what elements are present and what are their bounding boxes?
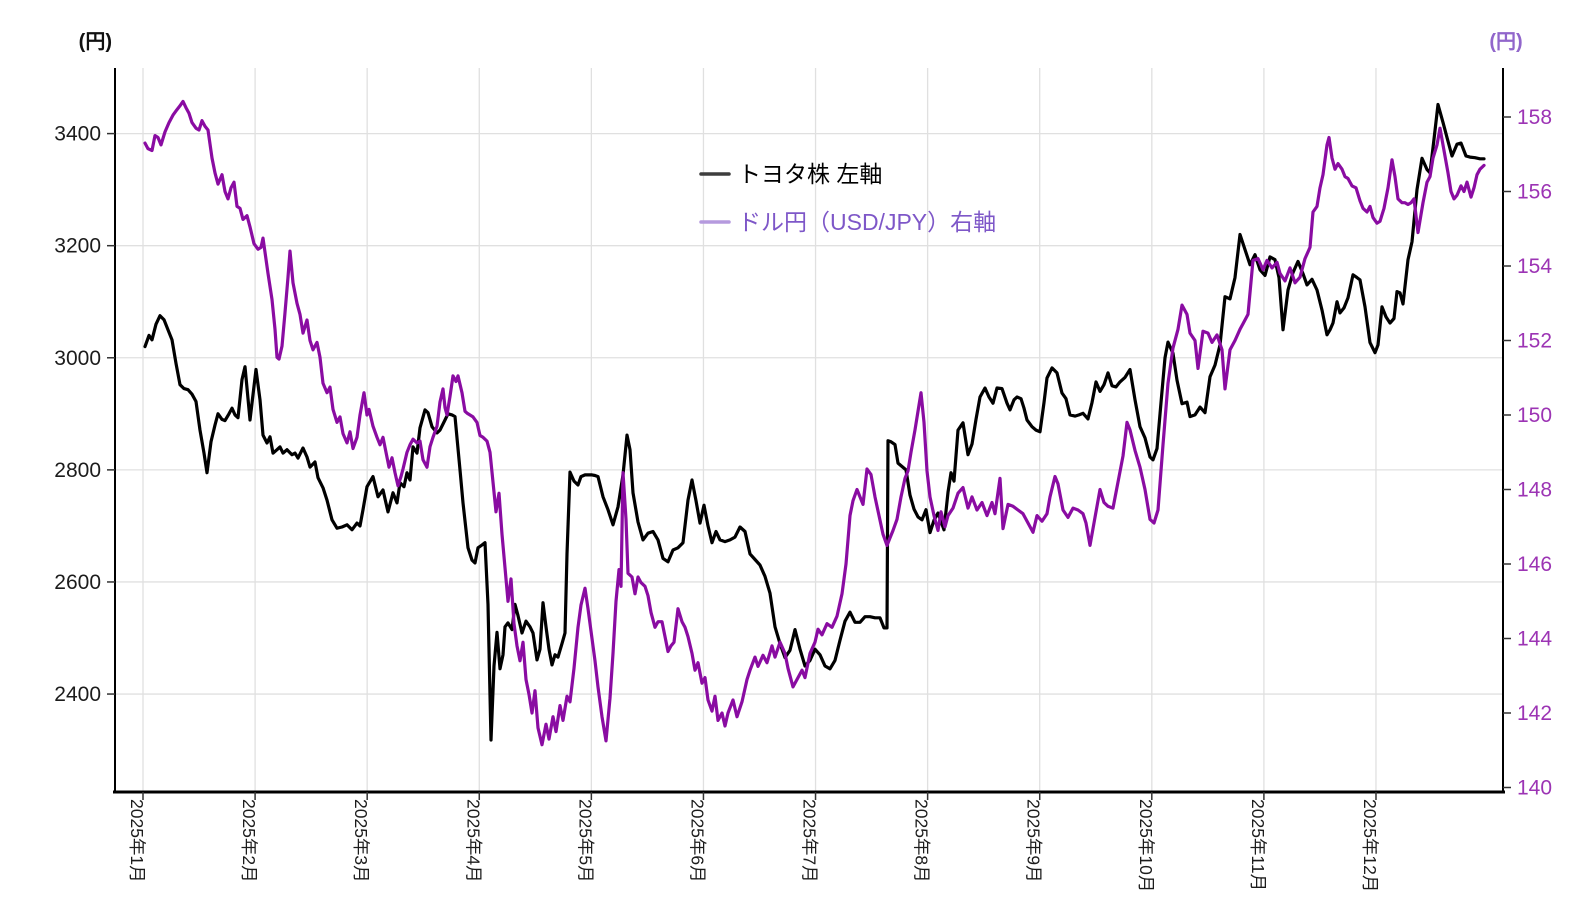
- x-tick-label: 2025年1月: [127, 799, 147, 883]
- right-tick-label: 148: [1517, 479, 1552, 502]
- right-tick-label: 146: [1517, 553, 1552, 576]
- right-tick-label: 156: [1517, 181, 1552, 204]
- left-tick-label: 2400: [54, 683, 101, 706]
- right-tick-label: 158: [1517, 106, 1552, 129]
- right-tick-label: 142: [1517, 702, 1552, 725]
- legend-label: ドル円（USD/JPY）右軸: [738, 209, 996, 235]
- right-axis-title: (円): [1489, 31, 1522, 53]
- x-tick-label: 2025年12月: [1360, 799, 1380, 892]
- x-tick-label: 2025年4月: [463, 799, 483, 883]
- x-tick-label: 2025年3月: [351, 799, 371, 883]
- right-tick-label: 150: [1517, 404, 1552, 427]
- x-tick-label: 2025年2月: [239, 799, 259, 883]
- left-tick-label: 3400: [54, 123, 101, 146]
- right-tick-label: 144: [1517, 628, 1552, 651]
- left-tick-label: 2800: [54, 459, 101, 482]
- x-tick-label: 2025年5月: [575, 799, 595, 883]
- right-tick-label: 140: [1517, 777, 1552, 800]
- x-tick-label: 2025年11月: [1248, 799, 1268, 891]
- right-tick-label: 152: [1517, 330, 1552, 353]
- left-tick-label: 3000: [54, 347, 101, 370]
- left-tick-label: 2600: [54, 571, 101, 594]
- legend-label: トヨタ株 左軸: [738, 161, 882, 187]
- x-tick-label: 2025年7月: [800, 799, 820, 883]
- x-tick-label: 2025年6月: [687, 799, 707, 883]
- x-tick-label: 2025年9月: [1024, 799, 1044, 883]
- x-tick-label: 2025年10月: [1136, 799, 1156, 892]
- x-tick-label: 2025年8月: [912, 799, 932, 883]
- right-tick-label: 154: [1517, 255, 1552, 278]
- left-tick-label: 3200: [54, 235, 101, 258]
- left-axis-title: (円): [79, 31, 112, 53]
- usdjpy-line: [143, 99, 1486, 747]
